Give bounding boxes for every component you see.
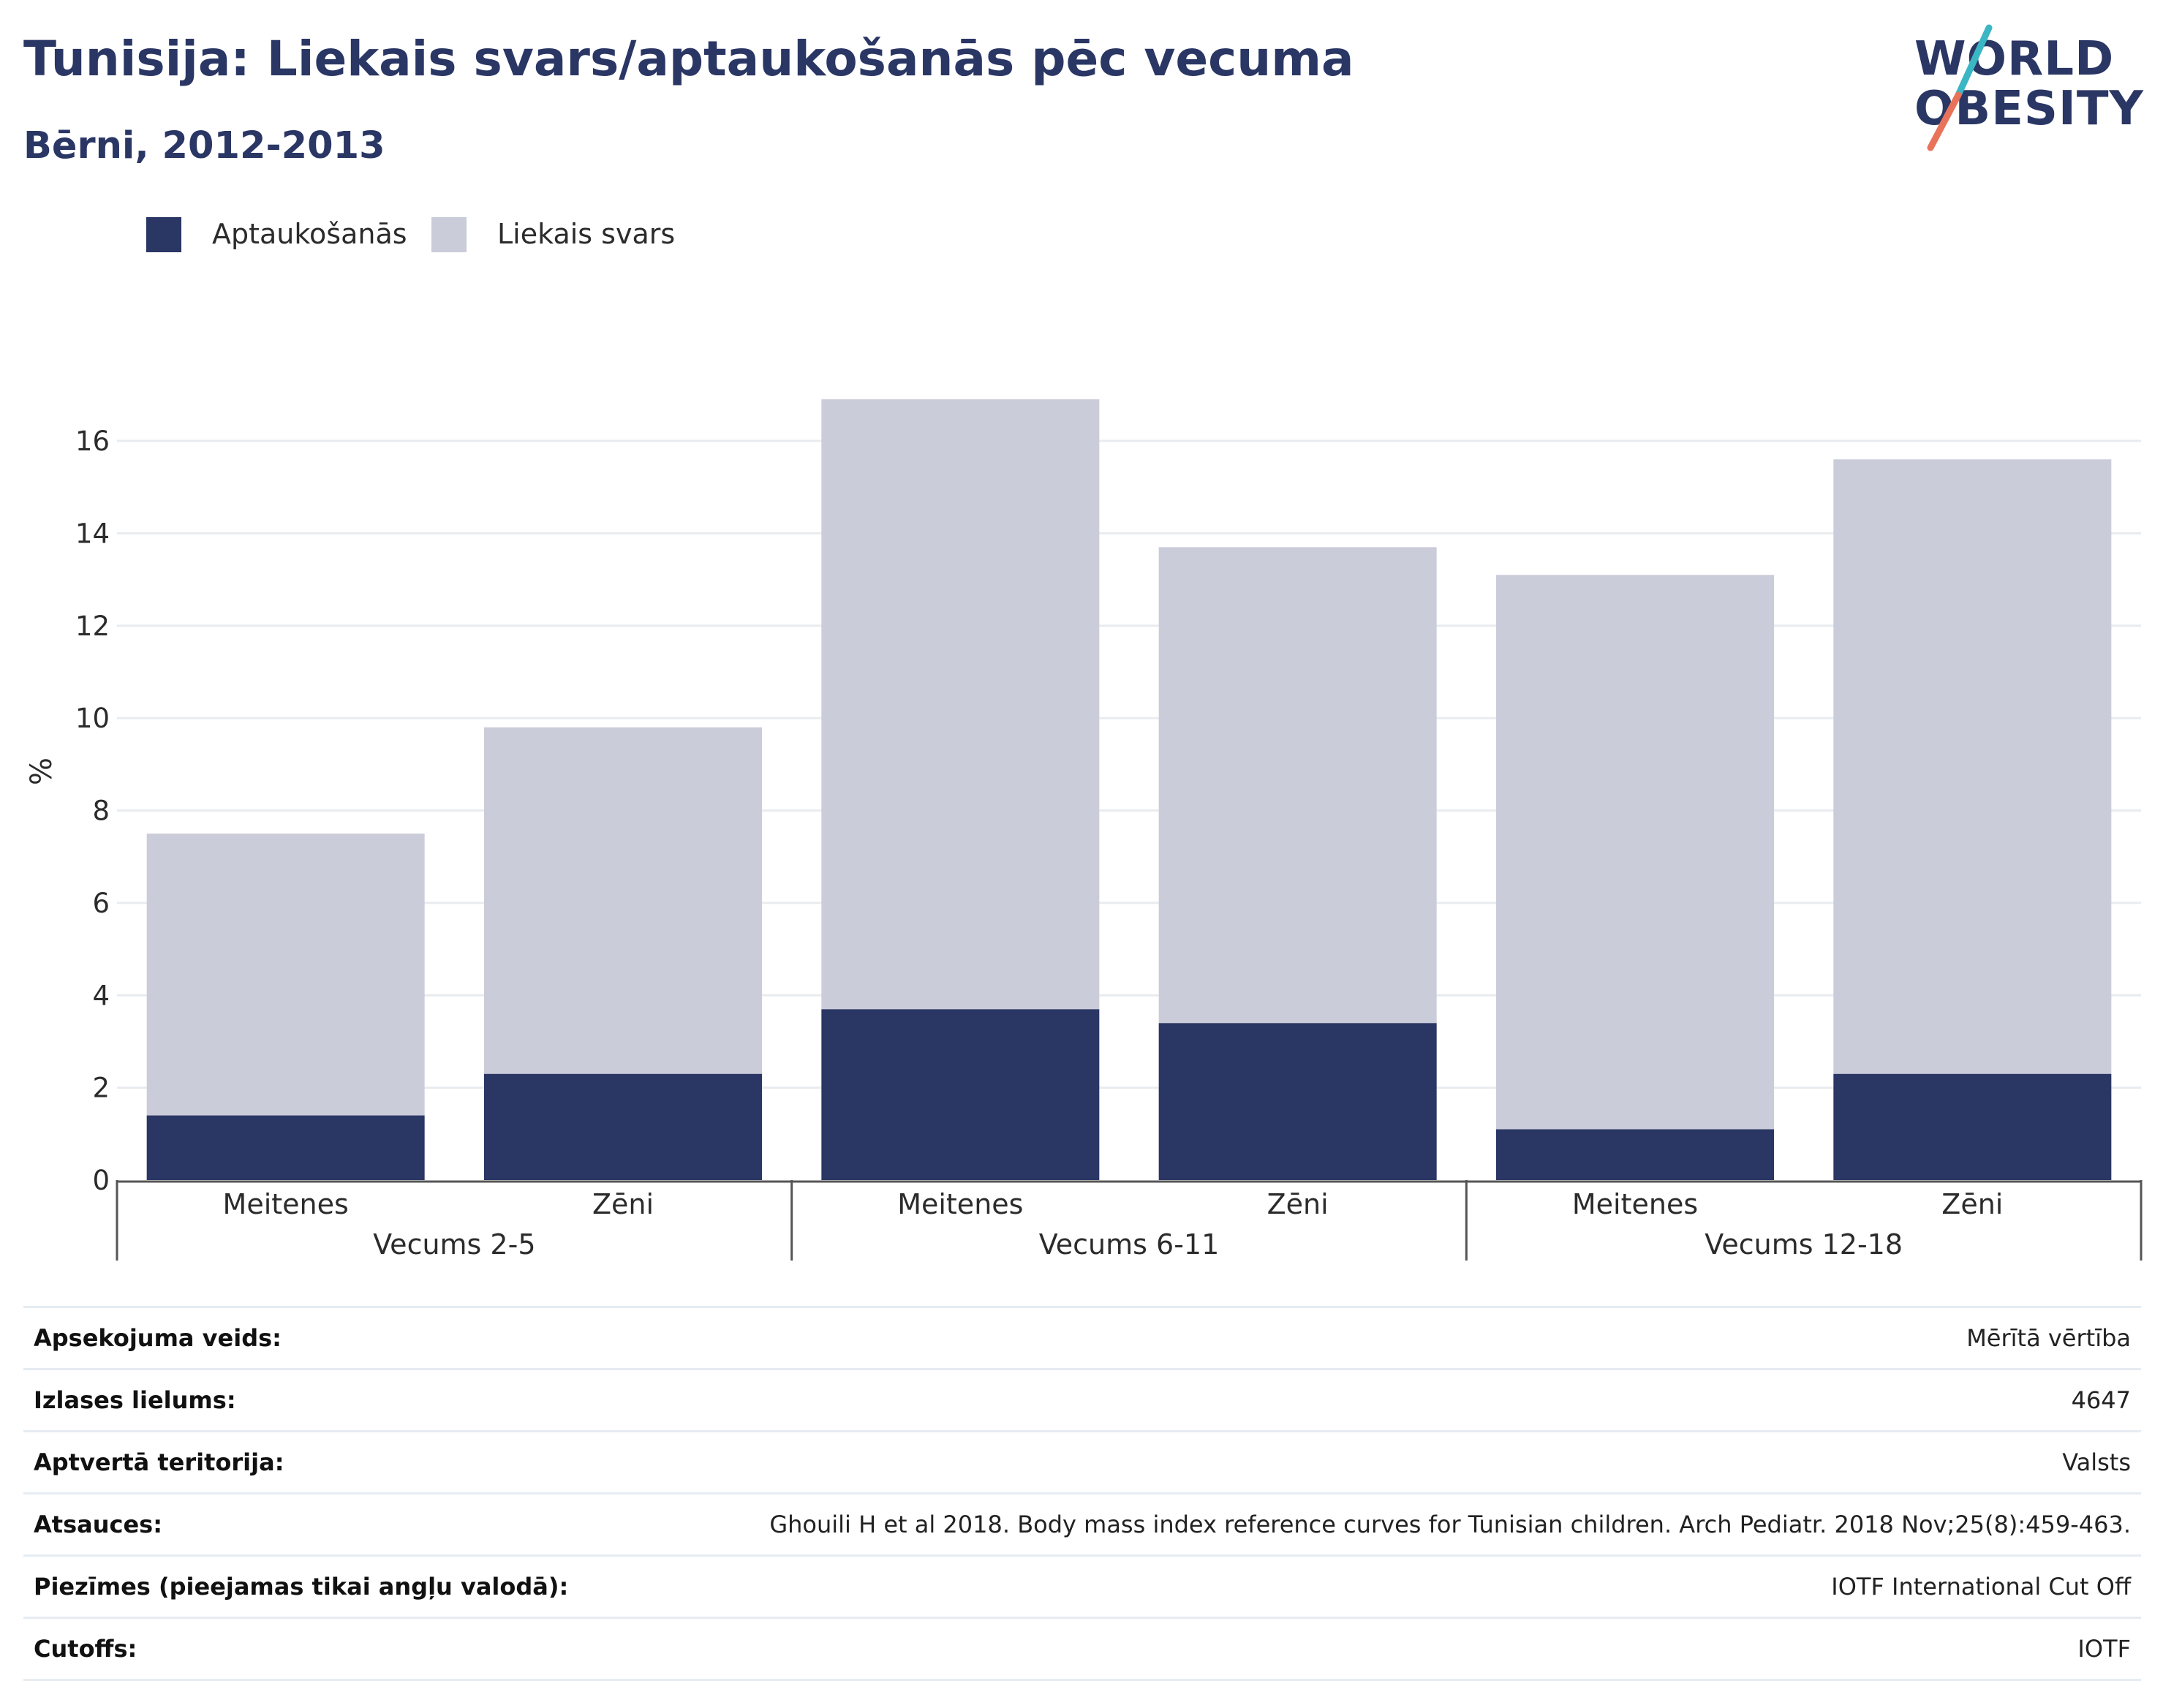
y-tick-label: 6 xyxy=(92,888,110,919)
x-tick-label: Meitenes xyxy=(223,1188,349,1220)
x-tick-label: Zēni xyxy=(1941,1188,2003,1220)
x-tick-label: Zēni xyxy=(1267,1188,1329,1220)
bar-obesity xyxy=(1496,1129,1774,1180)
info-row-coverage: Aptvertā teritorija: Valsts xyxy=(23,1430,2141,1492)
bar-obesity xyxy=(1833,1073,2112,1180)
y-tick-label: 8 xyxy=(92,796,110,827)
x-tick-label: Meitenes xyxy=(1572,1188,1698,1220)
info-value: IOTF xyxy=(2077,1635,2131,1663)
info-key: Piezīmes (pieejamas tikai angļu valodā): xyxy=(34,1573,569,1601)
info-value: 4647 xyxy=(2071,1386,2131,1414)
info-row-cutoffs: Cutoffs: IOTF xyxy=(23,1617,2141,1681)
legend-swatch-overweight xyxy=(431,217,467,252)
bar-obesity xyxy=(146,1115,425,1180)
info-key: Aptvertā teritorija: xyxy=(34,1448,284,1476)
legend-label-overweight: Liekais svars xyxy=(497,218,676,250)
info-row-notes: Piezīmes (pieejamas tikai angļu valodā):… xyxy=(23,1554,2141,1617)
bar-overweight xyxy=(1158,547,1437,1024)
group-label: Vecums 2-5 xyxy=(373,1228,535,1261)
info-key: Apsekojuma veids: xyxy=(34,1324,282,1352)
stacked-bar-chart: 0 2 4 6 8 10 12 14 16% Meitenes Zēni Meitenes Zēni Me… xyxy=(25,399,2143,1261)
group-label: Vecums 12-18 xyxy=(1705,1228,1903,1261)
y-tick-label: 10 xyxy=(75,703,110,734)
bar-obesity xyxy=(821,1009,1100,1180)
info-row-references: Atsauces: Ghouili H et al 2018. Body mas… xyxy=(23,1492,2141,1554)
info-value: Ghouili H et al 2018. Body mass index re… xyxy=(769,1511,2131,1538)
info-row-sample-size: Izlases lielums: 4647 xyxy=(23,1368,2141,1430)
y-tick-label: 4 xyxy=(92,980,110,1011)
y-tick-label: 16 xyxy=(75,426,110,457)
y-tick-label: 14 xyxy=(75,518,110,549)
y-axis-label: % xyxy=(25,757,58,785)
logo-slash-icon xyxy=(1927,24,1993,151)
bar-overweight xyxy=(146,834,425,1116)
legend-label-obesity: Aptaukošanās xyxy=(212,218,407,250)
group-label: Vecums 6-11 xyxy=(1039,1228,1220,1261)
info-value: Valsts xyxy=(2062,1448,2131,1476)
bar-obesity xyxy=(1158,1023,1437,1180)
info-value: Mērītā vērtība xyxy=(1966,1324,2131,1352)
info-value: IOTF International Cut Off xyxy=(1831,1573,2131,1601)
chart-subtitle: Bērni, 2012-2013 xyxy=(23,124,385,167)
bar-overweight xyxy=(821,399,1100,1010)
bar-obesity xyxy=(484,1073,762,1180)
info-key: Atsauces: xyxy=(34,1511,162,1538)
world-obesity-logo: WORLD OBESITY xyxy=(1901,22,2150,161)
x-tick-label: Meitenes xyxy=(897,1188,1023,1220)
y-tick-label: 0 xyxy=(92,1165,110,1196)
bar-overweight xyxy=(1833,459,2112,1074)
y-tick-label: 2 xyxy=(92,1073,110,1104)
info-key: Izlases lielums: xyxy=(34,1386,236,1414)
x-tick-label: Zēni xyxy=(592,1188,654,1220)
info-table: Apsekojuma veids: Mērītā vērtība Izlases… xyxy=(23,1306,2141,1681)
y-tick-label: 12 xyxy=(75,611,110,642)
chart-title: Tunisija: Liekais svars/aptaukošanās pēc… xyxy=(23,31,1354,87)
bar-overweight xyxy=(1496,575,1774,1130)
bar-overweight xyxy=(484,727,762,1074)
info-row-survey-type: Apsekojuma veids: Mērītā vērtība xyxy=(23,1306,2141,1368)
logo-word-world: WORLD xyxy=(1914,32,2115,86)
legend-swatch-obesity xyxy=(146,217,181,252)
info-key: Cutoffs: xyxy=(34,1635,137,1663)
